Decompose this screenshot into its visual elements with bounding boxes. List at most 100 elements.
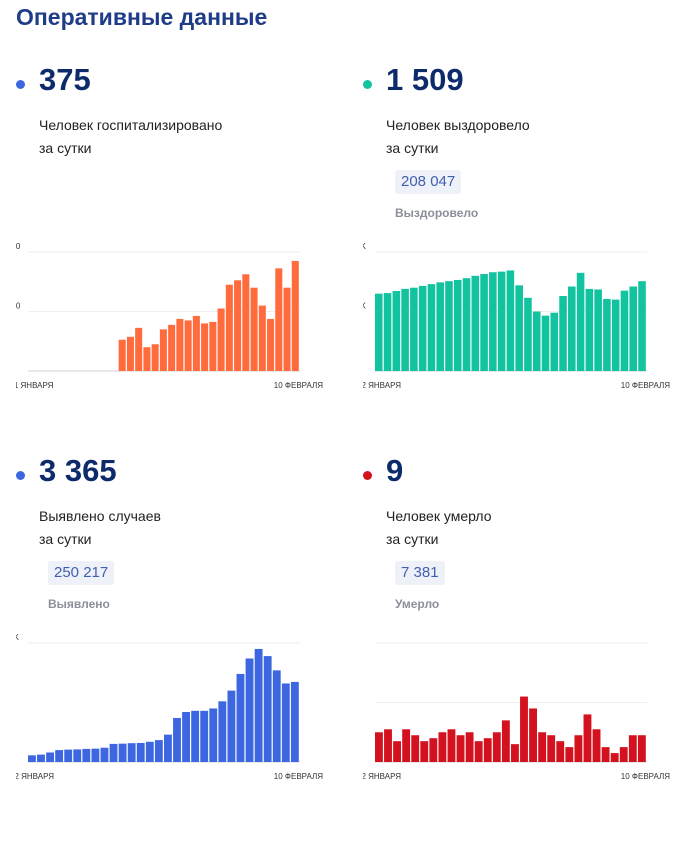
bar bbox=[475, 741, 483, 762]
bar bbox=[91, 749, 99, 762]
bar bbox=[110, 744, 118, 762]
bar bbox=[410, 288, 418, 371]
bar bbox=[594, 289, 602, 371]
bar bbox=[185, 320, 192, 371]
bar bbox=[638, 735, 646, 762]
bar bbox=[438, 732, 446, 762]
bar bbox=[226, 285, 233, 371]
dot-icon bbox=[16, 471, 25, 480]
bar bbox=[402, 729, 410, 762]
desc-line-1: Человек госпитализировано bbox=[39, 114, 299, 137]
bar bbox=[375, 732, 383, 762]
bar bbox=[584, 714, 592, 762]
bar bbox=[200, 711, 208, 762]
recovered-total: 208 047 bbox=[395, 170, 461, 194]
bar bbox=[227, 691, 235, 762]
bar bbox=[586, 289, 594, 371]
bar bbox=[577, 273, 585, 371]
bar bbox=[602, 747, 610, 762]
bar bbox=[542, 316, 550, 371]
bar bbox=[472, 276, 480, 371]
deaths-description: Человек умерло за сутки bbox=[386, 505, 646, 551]
y-tick-label: 1 K bbox=[363, 302, 367, 311]
bar bbox=[273, 670, 281, 762]
y-tick-label: 2 K bbox=[363, 242, 367, 251]
desc-line-1: Выявлено случаев bbox=[39, 505, 299, 528]
bar bbox=[621, 291, 629, 371]
y-tick-label: 400 bbox=[16, 242, 21, 251]
bar bbox=[502, 720, 510, 762]
bar bbox=[234, 280, 241, 371]
recovered-total-label: Выздоровело bbox=[395, 206, 478, 220]
bar bbox=[393, 291, 401, 371]
bar bbox=[251, 288, 258, 371]
bar bbox=[384, 729, 392, 762]
bar bbox=[209, 322, 216, 371]
bar bbox=[520, 697, 528, 762]
bar bbox=[146, 742, 154, 762]
bar bbox=[429, 738, 437, 762]
bar bbox=[556, 741, 564, 762]
bar bbox=[565, 747, 573, 762]
bar bbox=[603, 299, 611, 371]
x-end-label: 10 ФЕВРАЛЯ bbox=[274, 381, 323, 390]
recovered-description: Человек выздоровело за сутки bbox=[386, 114, 646, 160]
dot-icon bbox=[363, 80, 372, 89]
bar bbox=[282, 683, 290, 762]
bar bbox=[428, 284, 436, 371]
bar bbox=[82, 749, 90, 762]
bar bbox=[611, 753, 619, 762]
bar bbox=[176, 319, 183, 371]
bar bbox=[37, 755, 45, 762]
bar bbox=[218, 309, 225, 371]
bar bbox=[259, 306, 266, 371]
bar bbox=[201, 323, 208, 371]
cases-total-label: Выявлено bbox=[48, 597, 110, 611]
x-end-label: 10 ФЕВРАЛЯ bbox=[621, 772, 670, 781]
bar bbox=[127, 337, 134, 371]
x-start-label: 12 ЯНВАРЯ bbox=[363, 381, 401, 390]
bar bbox=[384, 293, 392, 371]
bar bbox=[574, 735, 582, 762]
bar bbox=[182, 712, 190, 762]
bar bbox=[64, 750, 72, 762]
y-tick-label: 200 bbox=[16, 302, 21, 311]
hospitalized-description: Человек госпитализировано за сутки bbox=[39, 114, 299, 160]
bar bbox=[454, 280, 462, 371]
bar bbox=[466, 732, 474, 762]
bar bbox=[529, 708, 537, 762]
hospitalized-value: 375 bbox=[39, 62, 91, 98]
bar bbox=[419, 286, 427, 371]
bar bbox=[119, 340, 126, 371]
x-start-label: 11 ЯНВАРЯ bbox=[16, 381, 54, 390]
bar bbox=[191, 711, 199, 762]
bar bbox=[137, 743, 145, 762]
bar bbox=[457, 735, 465, 762]
deaths-total-label: Умерло bbox=[395, 597, 439, 611]
bar bbox=[275, 268, 282, 371]
bar bbox=[28, 755, 36, 762]
desc-line-1: Человек умерло bbox=[386, 505, 646, 528]
card-hospitalized: 375 Человек госпитализировано за сутки 0… bbox=[16, 66, 346, 456]
bar bbox=[193, 316, 200, 371]
bar bbox=[218, 701, 226, 762]
bar bbox=[480, 274, 488, 371]
x-start-label: 12 ЯНВАРЯ bbox=[363, 772, 401, 781]
bar bbox=[143, 347, 150, 371]
recovered-value: 1 509 bbox=[386, 62, 464, 98]
bar bbox=[620, 747, 628, 762]
dot-icon bbox=[363, 471, 372, 480]
desc-line-2: за сутки bbox=[39, 137, 299, 160]
bar bbox=[160, 329, 167, 371]
bar bbox=[292, 261, 299, 371]
bar bbox=[155, 740, 163, 762]
bar bbox=[152, 344, 159, 371]
bar bbox=[284, 288, 291, 371]
x-end-label: 10 ФЕВРАЛЯ bbox=[621, 381, 670, 390]
bar bbox=[524, 298, 532, 371]
bar bbox=[173, 718, 181, 762]
bar bbox=[533, 312, 541, 372]
cases-value: 3 365 bbox=[39, 453, 117, 489]
